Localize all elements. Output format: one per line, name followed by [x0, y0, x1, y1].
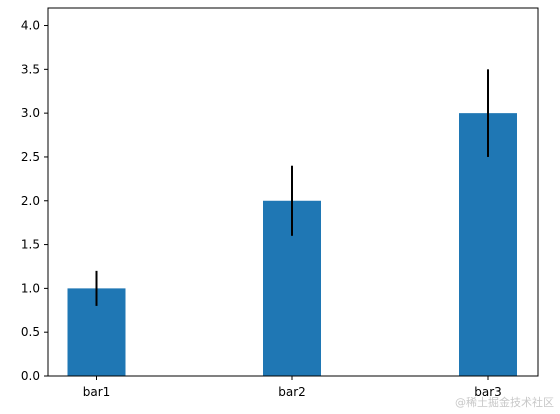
- y-tick-label: 4.0: [21, 19, 40, 33]
- y-tick-label: 1.5: [21, 238, 40, 252]
- bar-bar3: [459, 113, 517, 377]
- y-tick-label: 1.0: [21, 281, 40, 295]
- y-axis: 0.0 0.5 1.0 1.5 2.0 2.5 3.0 3.5 4.0: [21, 19, 48, 383]
- y-tick-label: 2.5: [21, 150, 40, 164]
- y-tick-label: 0.5: [21, 325, 40, 339]
- watermark: @稀土掘金技术社区: [455, 396, 554, 409]
- plot-area-frame: [47, 7, 539, 377]
- x-axis: bar1 bar2 bar3: [83, 376, 502, 399]
- errorbars-layer: [95, 69, 489, 306]
- y-tick-label: 3.0: [21, 106, 40, 120]
- x-tick-label: bar3: [474, 385, 502, 399]
- y-tick-label: 0.0: [21, 369, 40, 383]
- x-tick-label: bar2: [278, 385, 306, 399]
- x-tick-label: bar1: [83, 385, 111, 399]
- bars-layer: [67, 113, 517, 377]
- y-tick-label: 3.5: [21, 62, 40, 76]
- y-tick-label: 2.0: [21, 194, 40, 208]
